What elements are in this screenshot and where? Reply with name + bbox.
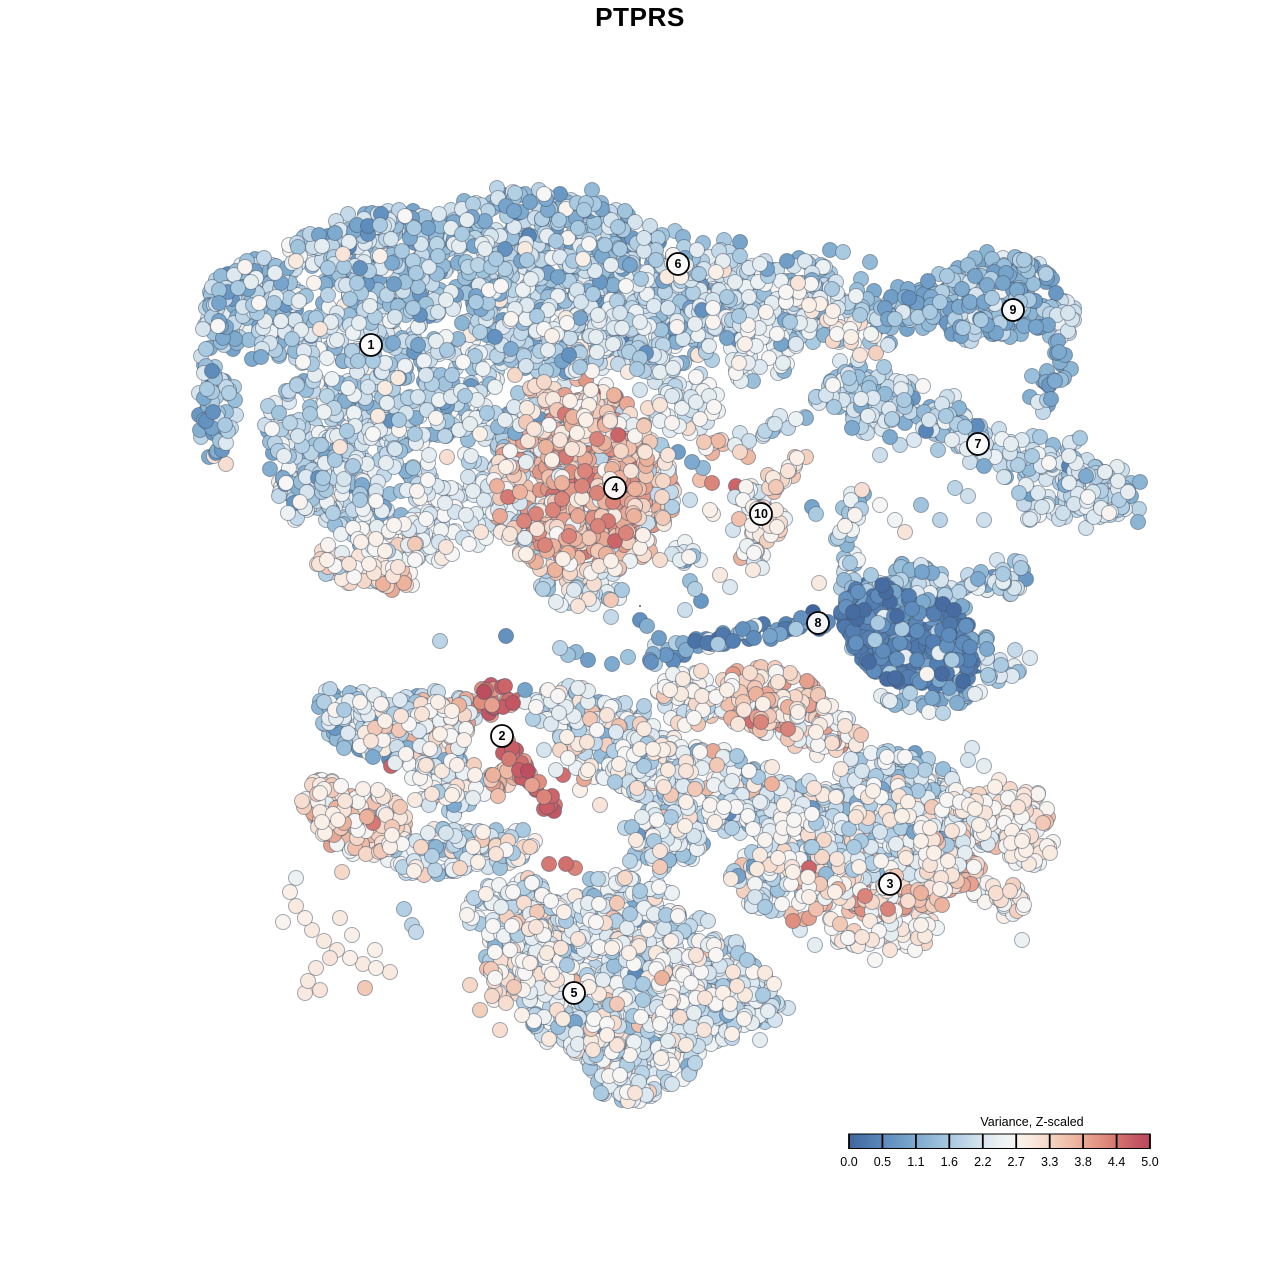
svg-text:PTPRS: PTPRS bbox=[595, 2, 685, 32]
